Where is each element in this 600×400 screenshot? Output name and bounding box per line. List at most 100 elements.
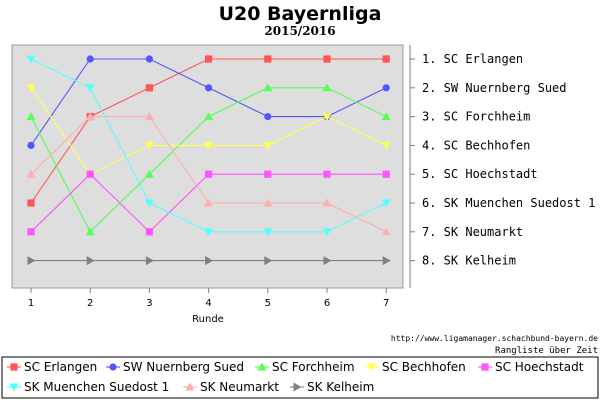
data-point	[144, 112, 154, 121]
data-point	[26, 84, 36, 93]
data-point	[263, 141, 273, 150]
data-point	[381, 227, 391, 236]
data-point	[205, 256, 214, 266]
rank-label: 1. SC Erlangen	[422, 52, 523, 66]
data-point	[144, 199, 154, 208]
legend-label: SC Hoechstadt	[495, 360, 584, 374]
data-point	[145, 256, 154, 266]
data-point	[264, 170, 272, 178]
data-point	[382, 55, 390, 63]
data-point	[264, 256, 273, 266]
legend-marker	[109, 363, 117, 371]
rank-labels: 1. SC Erlangen 2. SW Nuernberg Sued 3. SC …	[410, 52, 595, 268]
data-point	[26, 112, 36, 121]
legend-box	[1, 356, 599, 399]
series-layer	[26, 55, 391, 266]
data-point	[204, 228, 214, 237]
legend-item: SC Erlangen	[7, 360, 97, 374]
series	[27, 256, 391, 266]
series	[26, 55, 391, 237]
data-point	[323, 55, 331, 63]
legend-label: SK Kelheim	[307, 380, 374, 394]
rank-label: 5. SC Hoechstadt	[422, 167, 538, 181]
data-point	[381, 112, 391, 121]
x-tick-label: 5	[265, 298, 271, 309]
series	[27, 170, 390, 236]
data-point	[85, 112, 95, 121]
data-point	[322, 228, 332, 237]
data-point	[204, 141, 214, 150]
data-point	[322, 83, 332, 92]
data-point	[204, 112, 214, 121]
chart-subtitle: 2015/2016	[264, 24, 335, 38]
series	[26, 83, 391, 236]
legend-item: SC Forchheim	[255, 360, 355, 374]
x-tick-label: 3	[146, 298, 152, 309]
legend-item: SW Nuernberg Sued	[106, 360, 244, 374]
chart-note: Rangliste über Zeit	[495, 346, 598, 356]
data-point	[381, 199, 391, 208]
data-point	[144, 141, 154, 150]
legend-label: SW Nuernberg Sued	[123, 360, 244, 374]
legend-label: SK Muenchen Suedost 1	[24, 380, 169, 394]
data-point	[263, 198, 273, 207]
data-point	[264, 55, 272, 63]
legend: SC Erlangen SW Nuernberg Sued SC Forchheim…	[7, 360, 584, 394]
legend-label: SC Bechhofen	[382, 360, 466, 374]
x-tick-label: 7	[383, 298, 389, 309]
chart-title: U20 Bayernliga	[219, 3, 382, 25]
data-point	[27, 256, 36, 266]
x-tick-label: 6	[324, 298, 330, 309]
legend-label: SC Forchheim	[272, 360, 355, 374]
data-point	[145, 84, 153, 92]
data-point	[263, 228, 273, 237]
rank-label: 4. SC Bechhofen	[422, 138, 530, 152]
legend-marker	[257, 362, 267, 371]
series	[26, 112, 391, 236]
data-point	[27, 141, 35, 149]
source-url: http://www.ligamanager.schachbund-bayern…	[391, 334, 598, 343]
data-point	[323, 170, 331, 178]
data-point	[382, 84, 390, 92]
data-point	[381, 141, 391, 150]
legend-item: SK Neumarkt	[183, 380, 279, 394]
x-axis-label: Runde	[192, 314, 224, 325]
data-point	[263, 83, 273, 92]
data-point	[382, 170, 390, 178]
data-point	[322, 113, 332, 122]
x-tick-label: 2	[87, 298, 93, 309]
data-point	[26, 169, 36, 178]
legend-item: SK Muenchen Suedost 1	[7, 380, 169, 394]
x-tick-label: 4	[205, 298, 211, 309]
x-tick-label: 1	[28, 298, 34, 309]
data-point	[26, 55, 36, 64]
data-point	[86, 55, 94, 63]
data-point	[85, 84, 95, 93]
rank-label: 2. SW Nuernberg Sued	[422, 81, 567, 95]
rank-label: 8. SK Kelheim	[422, 254, 516, 268]
legend-marker	[10, 363, 18, 371]
legend-item: SC Hoechstadt	[478, 360, 584, 374]
data-point	[204, 198, 214, 207]
legend-marker	[185, 382, 195, 391]
rank-label: 7. SK Neumarkt	[422, 225, 523, 239]
data-point	[145, 55, 153, 63]
legend-label: SK Neumarkt	[200, 380, 279, 394]
rank-label: 6. SK Muenchen Suedost 1	[422, 196, 595, 210]
data-point	[382, 256, 391, 266]
data-point	[86, 256, 95, 266]
legend-label: SC Erlangen	[24, 360, 97, 374]
data-point	[145, 228, 153, 236]
plot-area	[11, 44, 404, 289]
data-point	[205, 84, 213, 92]
data-point	[322, 198, 332, 207]
data-point	[27, 199, 35, 207]
rank-label: 3. SC Forchheim	[422, 110, 530, 124]
legend-marker	[293, 382, 302, 392]
data-point	[205, 170, 213, 178]
data-point	[86, 170, 94, 178]
legend-marker	[367, 363, 377, 372]
data-point	[27, 228, 35, 236]
data-point	[323, 256, 332, 266]
data-point	[85, 227, 95, 236]
